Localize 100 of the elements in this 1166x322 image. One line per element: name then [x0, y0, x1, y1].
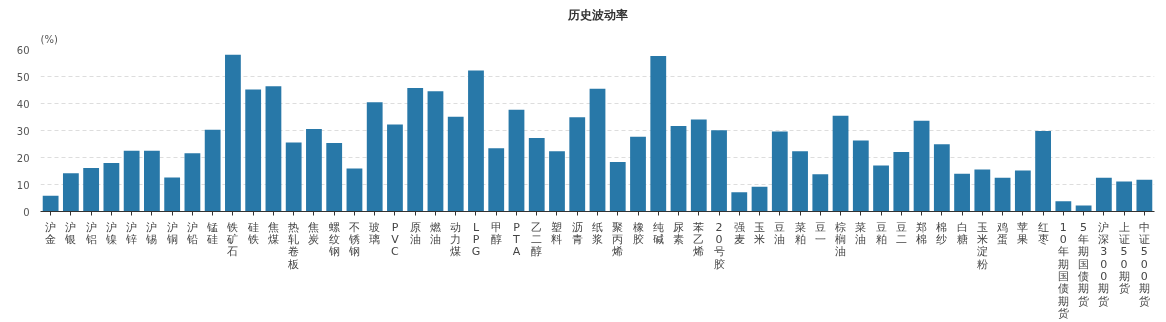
- bar: [326, 142, 343, 212]
- bar: [123, 150, 140, 212]
- bar: [285, 142, 302, 212]
- x-tick-label: 沪铝: [84, 220, 97, 246]
- chart-title: 历史波动率: [566, 7, 628, 22]
- bar: [792, 151, 808, 212]
- x-tick-label: 橡胶: [632, 220, 644, 246]
- bar: [954, 173, 970, 212]
- bar: [346, 168, 363, 212]
- bar: [488, 148, 505, 212]
- bar: [144, 150, 160, 212]
- x-tick-label: 菜粕: [794, 220, 806, 246]
- bar: [427, 91, 444, 212]
- x-tick-label: 动力煤: [450, 220, 462, 259]
- bar: [609, 162, 626, 212]
- bar: [913, 120, 930, 212]
- bar: [62, 173, 79, 212]
- x-tick-label: 沪深300期货: [1098, 220, 1110, 308]
- bar: [468, 70, 484, 212]
- bar: [265, 86, 282, 212]
- bar: [42, 195, 59, 212]
- bar: [731, 192, 748, 212]
- bar: [1014, 170, 1031, 212]
- y-axis-title: (%): [40, 33, 58, 45]
- bar: [1035, 131, 1051, 212]
- bar: [569, 117, 586, 212]
- bar: [306, 128, 322, 212]
- x-tick-label: 鸡蛋: [996, 220, 1009, 246]
- y-tick-label: 40: [16, 98, 30, 110]
- x-tick-label: 5年期国债期货: [1078, 220, 1090, 308]
- bar: [245, 89, 262, 212]
- x-tick-label: 棉纱: [936, 220, 948, 246]
- x-tick-label: 原油: [409, 220, 421, 246]
- x-tick-label: 聚丙烯: [612, 220, 624, 259]
- bar: [83, 168, 100, 212]
- x-tick-label: 菜油: [855, 220, 867, 246]
- x-tick-label: 郑棉: [916, 220, 928, 246]
- y-tick-label: 10: [16, 179, 30, 191]
- x-tick-label: 豆粕: [875, 220, 887, 246]
- x-tick-label: 豆二: [895, 220, 907, 246]
- bar: [1095, 177, 1112, 212]
- x-tick-label: 玉米淀粉: [976, 220, 988, 271]
- x-tick-label: 豆一: [814, 220, 826, 246]
- x-tick-label: 硅铁: [246, 220, 259, 246]
- y-tick-label: 30: [16, 125, 30, 137]
- bar: [184, 153, 201, 212]
- x-tick-label: 乙二醇: [531, 220, 543, 259]
- bar: [204, 129, 221, 212]
- x-tick-label: 豆油: [774, 220, 786, 246]
- x-tick-label: 沪金: [45, 220, 57, 246]
- bar: [994, 177, 1011, 212]
- bar: [974, 169, 991, 212]
- bar: [103, 162, 120, 212]
- bar: [812, 174, 829, 212]
- x-tick-label: 热轧卷板: [287, 220, 300, 271]
- x-tick-label: 玉米: [754, 220, 766, 246]
- x-tick-label: PTA: [512, 220, 521, 259]
- x-tick-label: 苹果: [1017, 220, 1029, 246]
- x-tick-label: 上证50期货: [1118, 220, 1130, 296]
- x-tick-label: 沪镍: [104, 220, 117, 246]
- x-tick-label: 沪银: [64, 220, 77, 246]
- x-tick-label: 焦炭: [308, 220, 320, 246]
- x-tick-label: 甲醇: [490, 220, 502, 246]
- bar: [711, 130, 727, 212]
- x-tick-label: 玻璃: [369, 220, 381, 246]
- x-tick-label: 10年期国债期货: [1057, 220, 1069, 320]
- x-tick-label: 沪铜: [165, 220, 178, 246]
- x-tick-label: 塑料: [551, 220, 563, 246]
- x-tick-label: 强麦: [733, 220, 745, 246]
- bar: [751, 186, 768, 212]
- bar: [549, 151, 565, 212]
- x-tick-label: 20号胶: [713, 220, 725, 271]
- bar: [670, 125, 687, 212]
- bar: [1055, 201, 1072, 212]
- x-tick-label: 尿素: [673, 220, 685, 246]
- bar: [528, 138, 545, 212]
- bar: [366, 102, 383, 212]
- x-tick-label: 白糖: [956, 220, 968, 246]
- bar: [771, 131, 788, 212]
- x-tick-label: 铁矿石: [226, 220, 239, 259]
- bar: [1116, 181, 1133, 212]
- bar: [164, 177, 181, 212]
- x-tick-label: 燃油: [429, 220, 441, 246]
- bar: [893, 152, 910, 212]
- x-tick-label: 沪锌: [125, 220, 138, 246]
- x-tick-label: 红枣: [1037, 220, 1049, 246]
- x-tick-label: 棕榈油: [835, 220, 847, 259]
- bar: [852, 140, 869, 212]
- x-tick-label: 沪锡: [145, 220, 158, 246]
- bar: [650, 55, 667, 212]
- bar: [407, 88, 424, 212]
- y-tick-label: 50: [16, 71, 30, 83]
- x-tick-label: LPG: [471, 220, 481, 259]
- bar: [1136, 179, 1153, 212]
- bar: [873, 165, 889, 212]
- bar: [630, 136, 646, 212]
- x-tick-label: 焦煤: [267, 220, 279, 246]
- bar: [225, 54, 241, 212]
- x-tick-label: 苯乙烯: [693, 220, 705, 259]
- bar: [832, 115, 849, 212]
